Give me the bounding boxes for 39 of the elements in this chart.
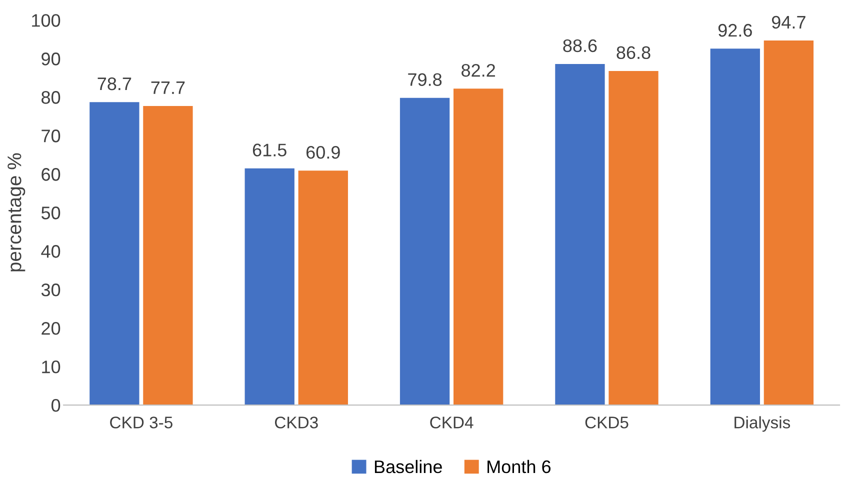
bar bbox=[90, 102, 140, 406]
x-tick-label: CKD5 bbox=[585, 416, 628, 428]
x-tick-label: CKD3 bbox=[274, 416, 318, 428]
x-tick-label: CKD 3-5 bbox=[110, 416, 172, 428]
y-tick-label: 70 bbox=[42, 130, 60, 142]
bar bbox=[400, 98, 450, 406]
data-label: 92.6 bbox=[718, 24, 752, 37]
bar bbox=[555, 64, 605, 406]
y-tick-label: 20 bbox=[42, 322, 60, 335]
data-label: 79.8 bbox=[408, 73, 442, 86]
data-label: 60.9 bbox=[306, 146, 340, 159]
bar bbox=[710, 48, 760, 406]
bar bbox=[244, 168, 294, 406]
x-tick-label: Dialysis bbox=[734, 416, 790, 432]
y-tick-label: 0 bbox=[51, 399, 60, 412]
y-tick-label: 10 bbox=[42, 360, 60, 374]
legend-label: Month 6 bbox=[488, 460, 551, 474]
bar bbox=[608, 70, 658, 406]
data-label: 82.2 bbox=[462, 64, 495, 77]
y-tick-label: 40 bbox=[41, 245, 60, 258]
data-label: 78.7 bbox=[98, 77, 132, 90]
data-label: 88.6 bbox=[563, 39, 597, 52]
bar bbox=[143, 106, 193, 406]
y-tick-label: 80 bbox=[42, 91, 60, 104]
data-label: 86.8 bbox=[616, 46, 650, 60]
legend-label: Baseline bbox=[374, 460, 442, 474]
y-tick-label: 90 bbox=[42, 52, 60, 66]
x-tick-label: CKD4 bbox=[430, 416, 474, 428]
y-tick-label: 50 bbox=[41, 206, 60, 220]
data-label: 61.5 bbox=[252, 144, 286, 156]
data-label: 77.7 bbox=[151, 81, 185, 94]
data-label: 94.7 bbox=[772, 16, 806, 29]
bar bbox=[298, 170, 348, 406]
bar bbox=[764, 40, 814, 406]
bar bbox=[454, 88, 504, 406]
y-tick-label: 30 bbox=[41, 284, 60, 296]
y-axis-title: percentage % bbox=[8, 153, 26, 272]
y-tick-label: 60 bbox=[42, 168, 60, 181]
y-tick-label: 100 bbox=[32, 14, 60, 27]
